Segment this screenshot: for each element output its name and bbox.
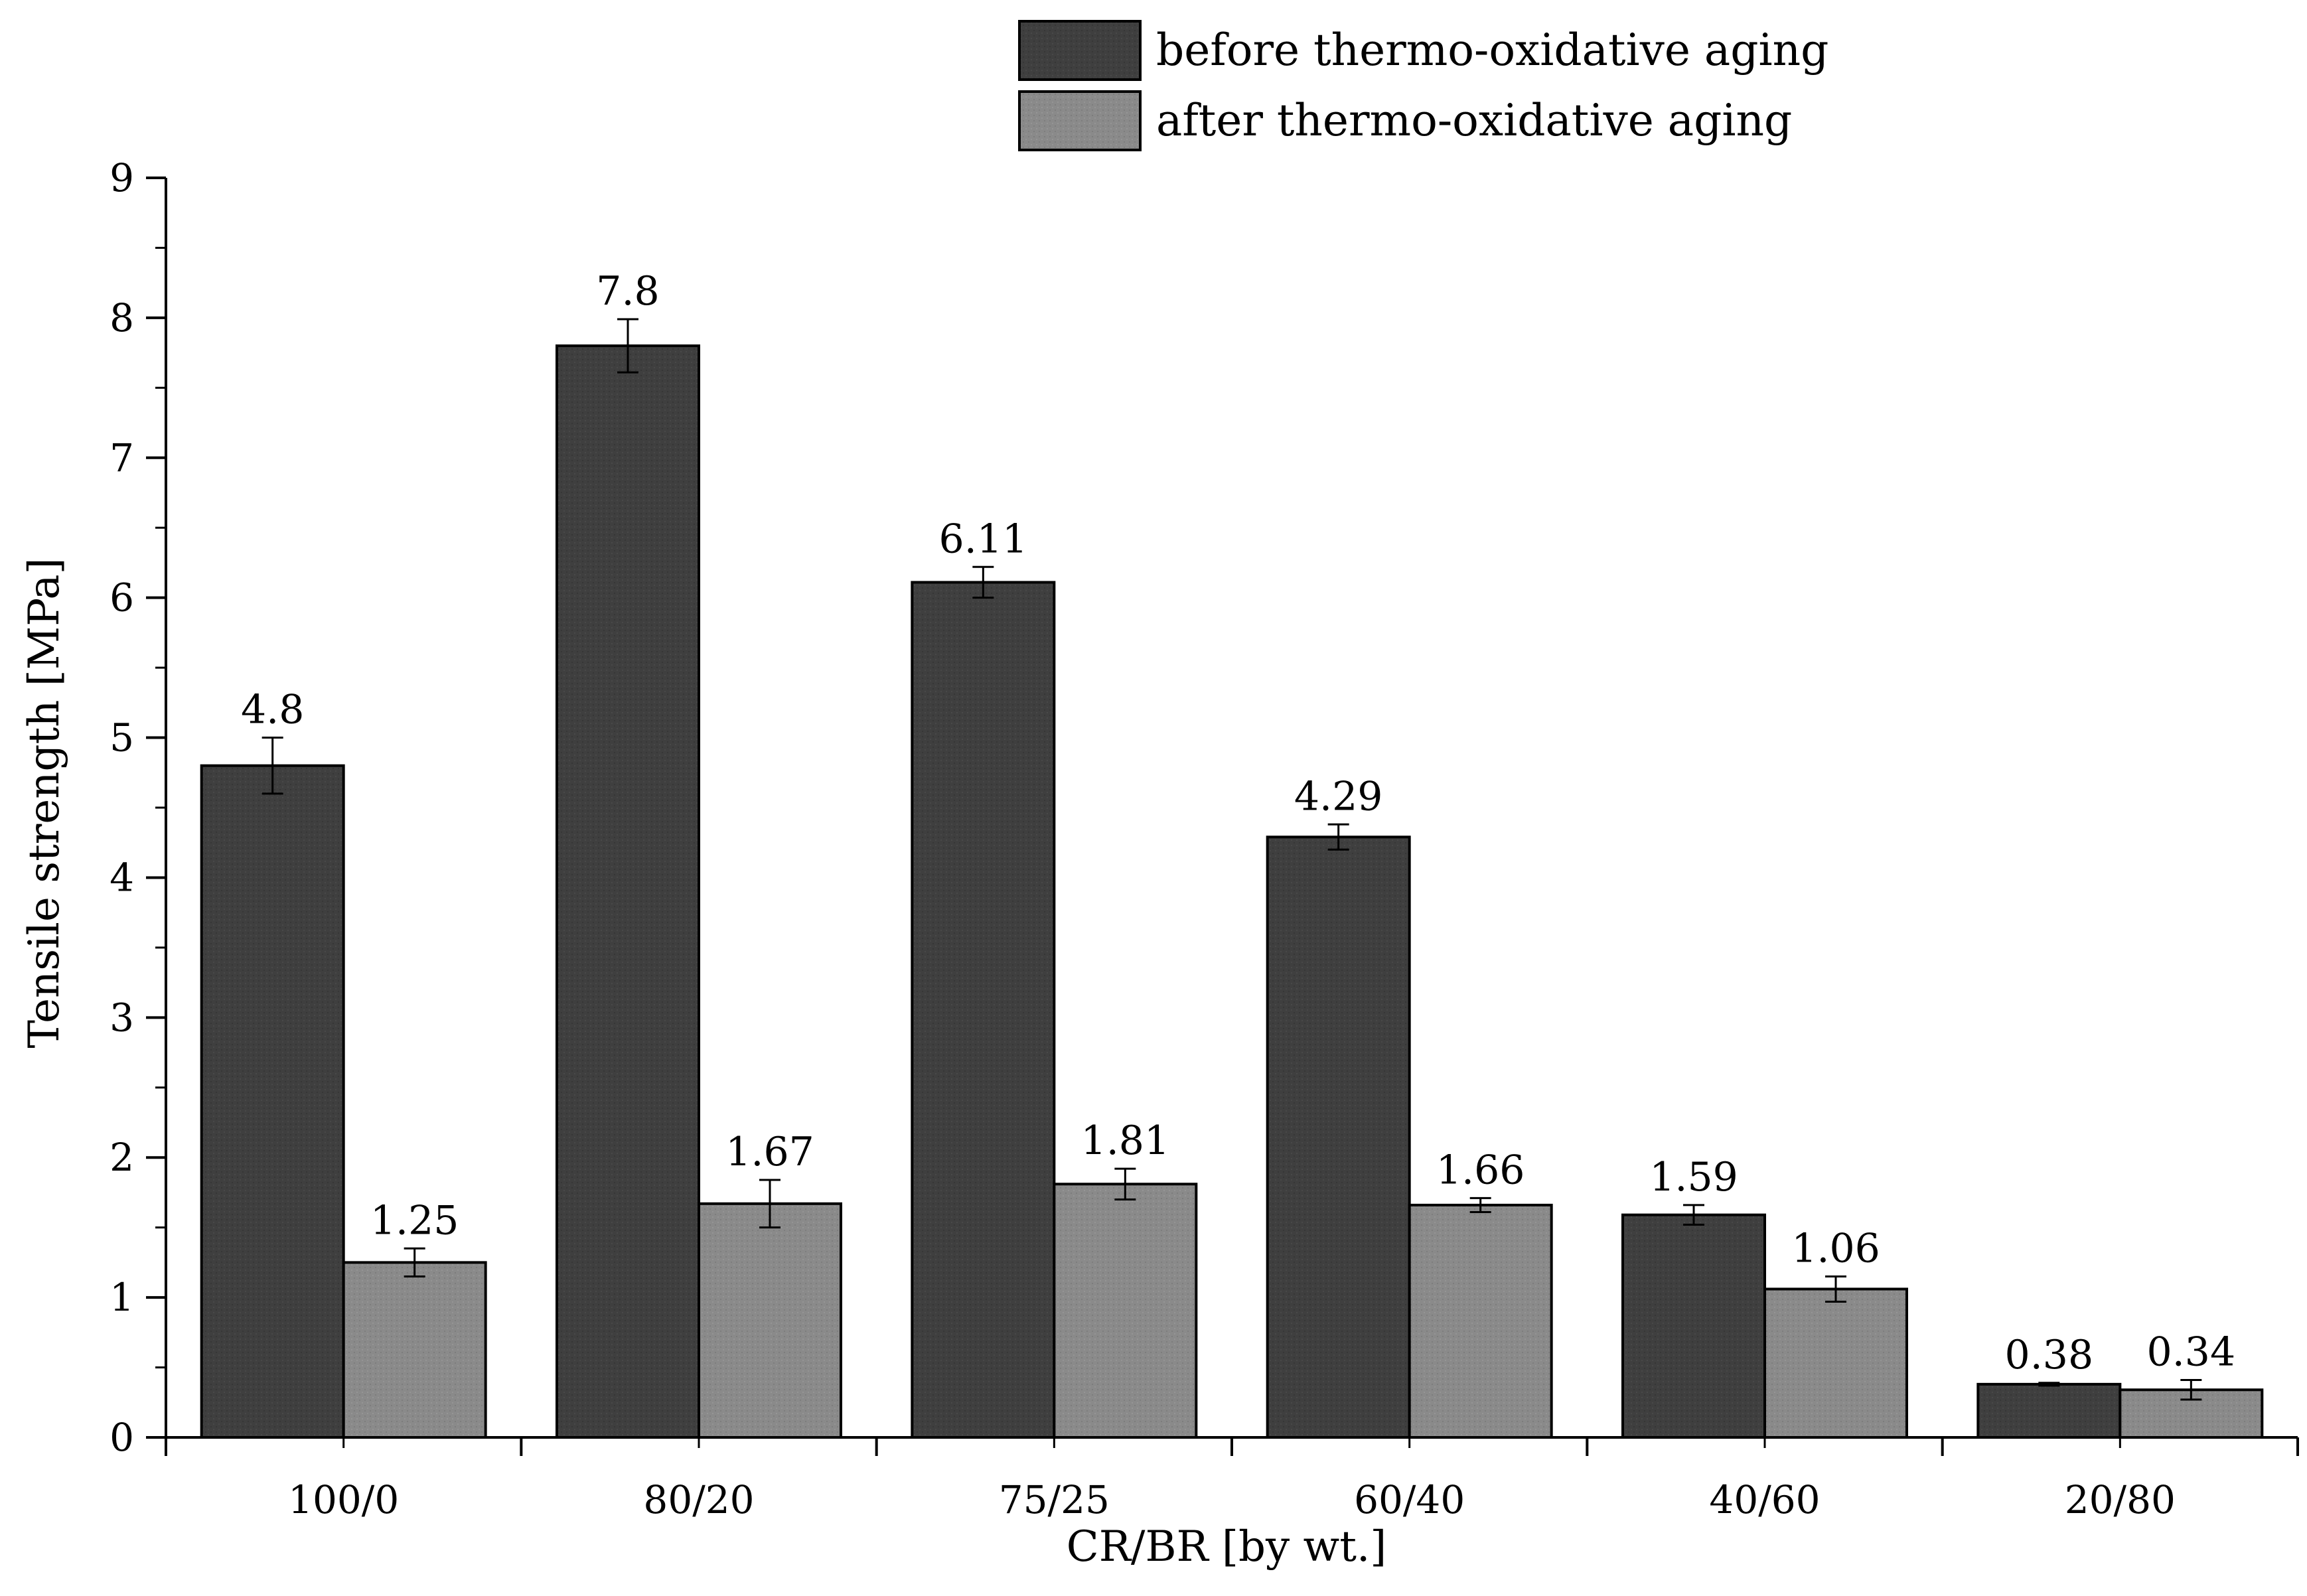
data-label: 1.59 bbox=[1649, 1154, 1738, 1200]
data-labels-group: 4.8 1.25 7.8 1.67 6.11 1.81 4.29 1.66 1.59 1.06 0.… bbox=[241, 268, 2235, 1378]
data-label: 0.34 bbox=[2147, 1329, 2236, 1376]
legend: before thermo-oxidative aging after therm… bbox=[1018, 20, 1828, 151]
x-tick-label: 80/20 bbox=[643, 1477, 754, 1522]
data-label: 6.11 bbox=[939, 516, 1028, 562]
y-tick-label: 5 bbox=[110, 715, 134, 761]
error-bars-group bbox=[261, 318, 2202, 1401]
y-tick-label: 8 bbox=[110, 295, 134, 340]
error-bar bbox=[1327, 823, 1349, 851]
y-tick-label: 0 bbox=[110, 1415, 134, 1460]
data-label: 1.06 bbox=[1791, 1225, 1880, 1271]
x-tick-label: 100/0 bbox=[288, 1477, 399, 1522]
axes-group: 100/0 80/20 75/25 60/40 40/60 20/80 0 1 2 3 4 5 6 7 8 9 bbox=[110, 155, 2299, 1522]
legend-swatch bbox=[1018, 90, 1142, 151]
x-axis-title: CR/BR [by wt.] bbox=[1067, 1522, 1387, 1571]
bar-before-100-0 bbox=[200, 764, 345, 1439]
error-bar bbox=[2038, 1382, 2060, 1387]
error-bar bbox=[617, 318, 638, 374]
data-label: 1.25 bbox=[370, 1197, 459, 1244]
legend-label: before thermo-oxidative aging bbox=[1156, 25, 1828, 76]
legend-label: after thermo-oxidative aging bbox=[1156, 95, 1792, 146]
data-label: 7.8 bbox=[596, 268, 659, 315]
bar-after-80-20 bbox=[698, 1202, 842, 1439]
legend-item-before: before thermo-oxidative aging bbox=[1018, 20, 1828, 81]
bar-after-100-0 bbox=[342, 1261, 487, 1439]
bar-after-75-25 bbox=[1053, 1183, 1198, 1439]
error-bar bbox=[1114, 1167, 1136, 1200]
y-tick-label: 3 bbox=[110, 995, 134, 1040]
y-tick-label: 6 bbox=[110, 575, 134, 620]
y-tick-label: 4 bbox=[110, 855, 134, 900]
y-tick-label: 7 bbox=[110, 435, 134, 480]
error-bar bbox=[1683, 1204, 1704, 1226]
bar-before-20-80 bbox=[1976, 1382, 2122, 1439]
data-label: 1.81 bbox=[1081, 1118, 1170, 1164]
error-bar bbox=[972, 565, 994, 599]
error-bar bbox=[1469, 1197, 1491, 1213]
y-tick-label: 1 bbox=[110, 1275, 134, 1320]
error-bar bbox=[261, 737, 283, 795]
data-label: 4.29 bbox=[1294, 773, 1383, 820]
error-bar bbox=[759, 1179, 781, 1229]
bar-before-80-20 bbox=[556, 344, 700, 1439]
bars-group bbox=[200, 344, 2264, 1439]
bar-after-40-60 bbox=[1763, 1287, 1908, 1439]
x-tick-label: 60/40 bbox=[1354, 1477, 1465, 1522]
y-tick-label: 9 bbox=[110, 155, 134, 200]
y-tick-label: 2 bbox=[110, 1135, 134, 1180]
bar-before-75-25 bbox=[911, 581, 1056, 1439]
error-bar bbox=[2180, 1379, 2202, 1401]
legend-swatch bbox=[1018, 20, 1142, 81]
x-tick-label: 20/80 bbox=[2065, 1477, 2176, 1522]
data-label: 4.8 bbox=[241, 687, 304, 733]
error-bar bbox=[1825, 1275, 1846, 1303]
y-axis-title: Tensile strength [MPa] bbox=[20, 557, 69, 1048]
x-tick-label: 75/25 bbox=[999, 1477, 1110, 1522]
data-label: 1.67 bbox=[725, 1129, 814, 1175]
legend-item-after: after thermo-oxidative aging bbox=[1018, 90, 1792, 151]
bar-before-60-40 bbox=[1266, 835, 1411, 1439]
bar-before-40-60 bbox=[1621, 1213, 1766, 1439]
error-bar bbox=[404, 1247, 425, 1277]
data-label: 1.66 bbox=[1436, 1147, 1525, 1193]
x-tick-label: 40/60 bbox=[1709, 1477, 1820, 1522]
data-label: 0.38 bbox=[2005, 1332, 2094, 1378]
bar-after-60-40 bbox=[1408, 1203, 1553, 1439]
